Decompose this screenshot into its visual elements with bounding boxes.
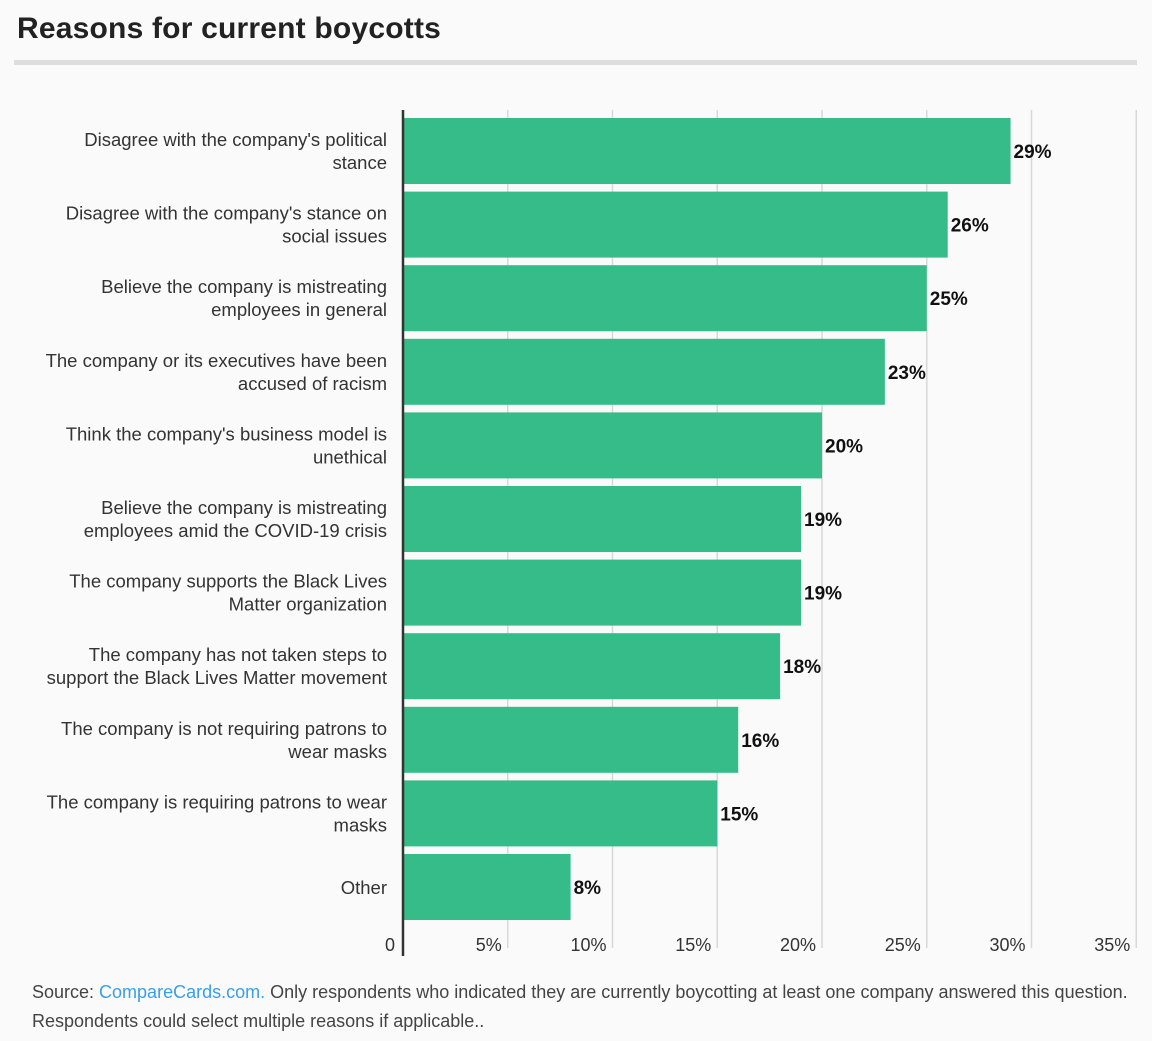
- source-note: Source: CompareCards.com. Only responden…: [32, 978, 1132, 1036]
- data-label: 20%: [825, 436, 863, 457]
- category-label: The company is not requiring patrons to: [61, 718, 387, 739]
- bar: [403, 338, 885, 405]
- data-label: 8%: [574, 878, 602, 899]
- category-label: wear masks: [287, 741, 387, 762]
- category-label: Other: [341, 877, 387, 898]
- bar: [403, 191, 948, 258]
- category-label: The company supports the Black Lives: [69, 571, 387, 592]
- category-label: Disagree with the company's political: [84, 129, 387, 150]
- category-label: Think the company's business model is: [66, 423, 387, 444]
- bar: [403, 265, 927, 332]
- category-label: Disagree with the company's stance on: [66, 203, 387, 224]
- bar: [403, 486, 802, 552]
- x-tick-label: 35%: [1094, 935, 1130, 955]
- data-label: 19%: [804, 584, 842, 605]
- data-label: 16%: [741, 731, 779, 752]
- bar: [403, 854, 571, 920]
- category-label: masks: [334, 814, 387, 835]
- bar: [403, 118, 1011, 184]
- category-label: accused of racism: [238, 373, 387, 394]
- x-tick-label: 25%: [885, 935, 921, 955]
- bar: [403, 559, 802, 626]
- data-label: 19%: [804, 510, 842, 531]
- bar: [403, 780, 718, 847]
- source-prefix: Source:: [32, 982, 100, 1002]
- bar: [403, 633, 781, 700]
- category-label: unethical: [313, 446, 387, 467]
- bar-chart: 29% Disagree with the company's political…: [46, 110, 1137, 956]
- category-label: social issues: [282, 226, 387, 247]
- category-label: support the Black Lives Matter movement: [47, 667, 387, 688]
- category-label: Believe the company is mistreating: [101, 497, 387, 518]
- category-label: employees in general: [211, 299, 387, 320]
- bar: [403, 412, 822, 479]
- category-label: The company is requiring patrons to wear: [47, 791, 387, 812]
- category-label: The company or its executives have been: [46, 350, 387, 371]
- category-label: Believe the company is mistreating: [101, 276, 387, 297]
- x-tick-label: 30%: [989, 935, 1025, 955]
- data-label: 15%: [720, 804, 758, 825]
- category-label: The company has not taken steps to: [89, 644, 387, 665]
- data-label: 18%: [783, 657, 821, 678]
- chart-title: Reasons for current boycotts: [17, 12, 442, 45]
- x-tick-label: 20%: [780, 935, 816, 955]
- x-tick-label: 10%: [570, 935, 606, 955]
- category-label: stance: [332, 152, 387, 173]
- data-label: 25%: [930, 289, 968, 310]
- x-tick-label: 5%: [476, 935, 502, 955]
- x-tick-label: 15%: [675, 935, 711, 955]
- data-label: 29%: [1014, 142, 1052, 163]
- title-divider: [14, 60, 1137, 65]
- source-note-text: Only respondents who indicated they are …: [32, 982, 1128, 1031]
- category-label: employees amid the COVID-19 crisis: [84, 520, 387, 541]
- data-label: 23%: [888, 363, 926, 384]
- source-link[interactable]: CompareCards.com.: [99, 982, 266, 1002]
- category-label: Matter organization: [229, 594, 387, 615]
- x-tick-label: 0: [385, 935, 395, 955]
- data-label: 26%: [951, 216, 989, 237]
- bar: [403, 706, 739, 773]
